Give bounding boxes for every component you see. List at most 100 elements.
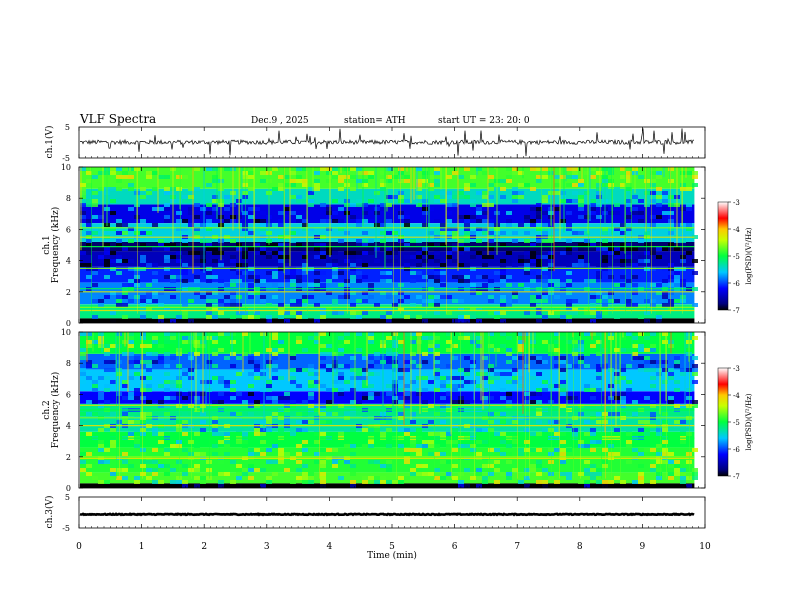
spectrogram-cell [500, 299, 506, 303]
spectrogram-cell [536, 211, 542, 215]
spectrogram-cell [500, 332, 506, 336]
spectrogram-cell [176, 444, 182, 448]
spectrogram-cell [632, 412, 638, 416]
spectrogram-cell [404, 336, 410, 340]
spectrogram-cell [194, 291, 200, 295]
spectrogram-cell [80, 452, 86, 456]
spectrogram-cell [86, 263, 92, 267]
spectrogram-cell [146, 368, 152, 372]
spectrogram-cell [356, 203, 362, 207]
spectrogram-cell [380, 271, 386, 275]
spectrogram-cell [218, 332, 224, 336]
spectrogram-cell [170, 464, 176, 468]
time-tick-label: 4 [327, 542, 333, 552]
spectrogram-cell [176, 428, 182, 432]
spectrogram-cell [434, 271, 440, 275]
ch1-waveform-trace [79, 128, 695, 157]
spectrogram-cell [290, 179, 296, 183]
spectrogram-cell [176, 315, 182, 319]
spectrogram-cell [608, 183, 614, 187]
spectrogram-cell [416, 452, 422, 456]
spectrogram-cell [110, 368, 116, 372]
spectrogram-cell [566, 199, 572, 203]
spectrogram-cell [176, 404, 182, 408]
spectrogram-cell [344, 251, 350, 255]
spectrogram-cell [554, 183, 560, 187]
spectrogram-cell [428, 392, 434, 396]
spectrogram-cell [608, 199, 614, 203]
spectrogram-cell [290, 231, 296, 235]
spectrogram-cell [524, 263, 530, 267]
spectrogram-cell [692, 287, 698, 291]
spectrogram-cell [278, 452, 284, 456]
spectrogram-cell [680, 440, 686, 444]
spectrogram-cell [170, 332, 176, 336]
spectrogram-cell [572, 183, 578, 187]
spectrogram-cell [560, 175, 566, 179]
spectrogram-cell [596, 412, 602, 416]
spectrogram-cell [518, 448, 524, 452]
spectrogram-cell [176, 199, 182, 203]
spectrogram-cell [248, 468, 254, 472]
spectrogram-cell [422, 464, 428, 468]
spectrogram-cell [260, 251, 266, 255]
spectrogram-cell [176, 440, 182, 444]
spectrogram-cell [386, 231, 392, 235]
spectrogram-cell [446, 440, 452, 444]
spectrogram-cell [656, 460, 662, 464]
spectrogram-cell [224, 207, 230, 211]
spectrogram-cell [440, 476, 446, 480]
spectrogram-cell [110, 311, 116, 315]
spectrogram-cell [656, 215, 662, 219]
spectrogram-cell [500, 452, 506, 456]
spectrogram-cell [194, 227, 200, 231]
spectrogram-cell [206, 271, 212, 275]
spectrogram-cell [242, 211, 248, 215]
spectrogram-cell [416, 464, 422, 468]
spectrogram-cell [452, 464, 458, 468]
spectrogram-cell [236, 303, 242, 307]
spectrogram-cell [488, 396, 494, 400]
spectrogram-cell [206, 311, 212, 315]
spectrogram-cell [386, 219, 392, 223]
spectrogram-cell [686, 207, 692, 211]
spectrogram-cell [434, 227, 440, 231]
spectrogram-cell [278, 187, 284, 191]
spectrogram-cell [80, 372, 86, 376]
spectrogram-cell [434, 171, 440, 175]
spectrogram-cell [392, 356, 398, 360]
spectrogram-cell [278, 303, 284, 307]
spectrogram-cell [536, 239, 542, 243]
spectrogram-cell [506, 223, 512, 227]
spectrogram-cell [512, 231, 518, 235]
spectrogram-cell [674, 468, 680, 472]
frequency-tick-label: 8 [66, 359, 71, 368]
spectrogram-cell [374, 460, 380, 464]
spectrogram-cell [278, 259, 284, 263]
spectrogram-cell [596, 275, 602, 279]
spectrogram-cell [206, 315, 212, 319]
spectrogram-cell [584, 388, 590, 392]
spectrogram-cell [164, 484, 170, 488]
spectrogram-cell [506, 348, 512, 352]
spectrogram-cell [212, 444, 218, 448]
spectrogram-cell [158, 344, 164, 348]
spectrogram-cell [644, 396, 650, 400]
spectrogram-cell [416, 376, 422, 380]
spectrogram-cell [470, 199, 476, 203]
spectrogram-cell [182, 251, 188, 255]
spectrogram-cell [272, 412, 278, 416]
spectrogram-cell [164, 472, 170, 476]
spectrogram-cell [608, 412, 614, 416]
spectrogram-cell [572, 352, 578, 356]
spectrogram-cell [272, 311, 278, 315]
spectrogram-cell [338, 336, 344, 340]
spectrogram-cell [482, 400, 488, 404]
spectrogram-cell [512, 195, 518, 199]
spectrogram-cell [650, 368, 656, 372]
spectrogram-cell [464, 247, 470, 251]
spectrogram-cell [614, 315, 620, 319]
spectrogram-cell [590, 211, 596, 215]
spectrogram-cell [290, 368, 296, 372]
spectrogram-cell [314, 372, 320, 376]
